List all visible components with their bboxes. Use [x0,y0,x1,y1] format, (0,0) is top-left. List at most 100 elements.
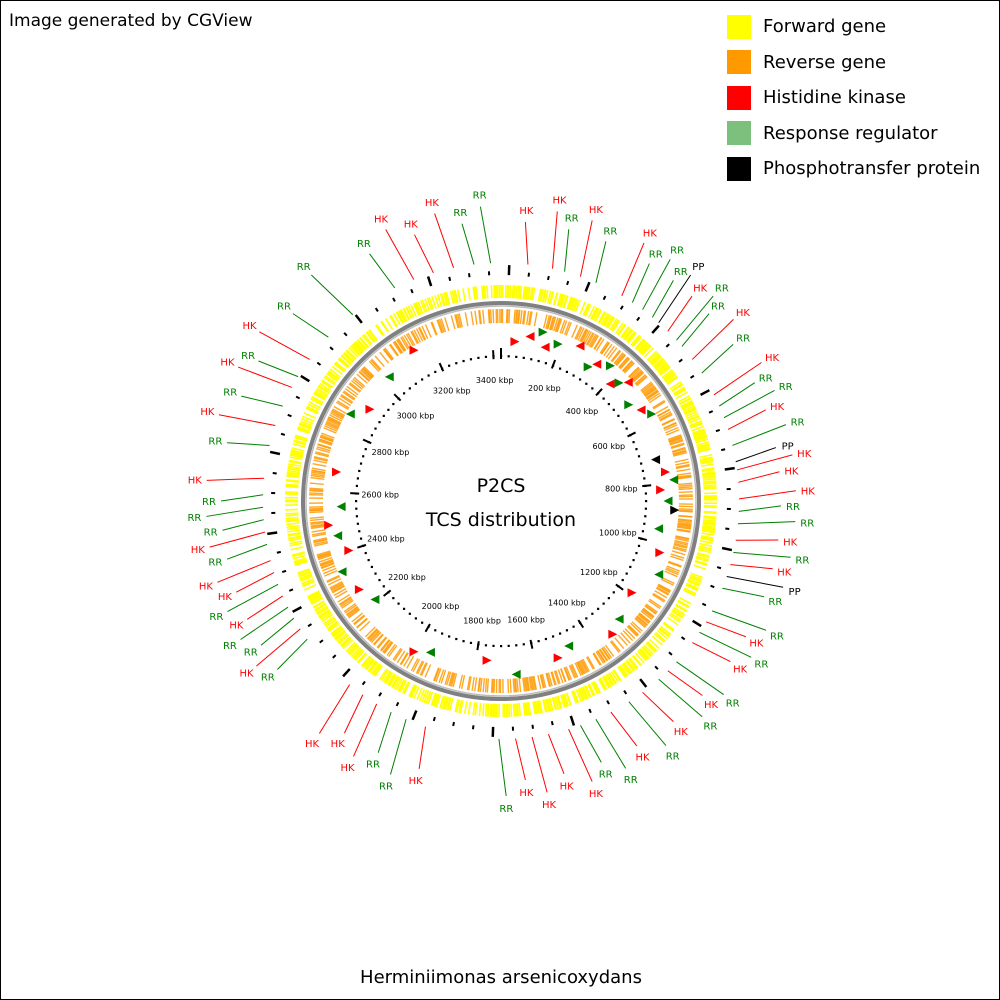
reverse-gene-mark [474,310,478,325]
forward-gene-mark [287,469,301,474]
forward-gene-mark [697,447,711,453]
forward-gene-mark [700,537,714,542]
forward-gene-mark [626,659,636,671]
reverse-gene-mark [570,664,577,678]
reverse-gene-mark [312,462,327,468]
reverse-gene-mark [561,320,568,335]
reverse-gene-mark [646,390,660,401]
forward-gene-mark [286,471,300,475]
reverse-gene-mark [658,583,672,592]
forward-gene-mark [697,548,711,554]
outer-scale-tick [426,276,433,287]
reverse-gene-mark [334,590,348,599]
outer-scale-tick [269,450,281,456]
reverse-gene-mark [324,425,338,432]
forward-gene-mark [557,695,563,709]
reverse-gene-mark [513,678,517,693]
forward-gene-mark [292,442,306,448]
tcs-marker [656,485,666,495]
forward-gene-mark [349,345,361,356]
reverse-gene-mark [310,521,325,526]
reverse-gene-mark [565,666,572,680]
forward-gene-mark [347,644,359,655]
reverse-gene-mark [373,634,384,646]
forward-gene-mark [353,341,364,353]
forward-gene-mark [547,698,553,712]
tcs-leader-line [292,313,329,338]
forward-gene-mark [699,542,713,548]
tcs-gene-label: HK [242,321,257,332]
reverse-gene-mark [446,671,452,686]
outer-scale-tick [566,280,570,286]
forward-gene-mark [388,674,398,687]
reverse-gene-mark [347,607,360,618]
reverse-gene-mark [394,340,404,354]
reverse-gene-mark [514,678,518,693]
forward-gene-mark [640,344,651,355]
tcs-gene-label: HK [784,466,799,477]
reverse-gene-mark [397,338,406,352]
reverse-gene-mark [659,413,673,422]
forward-gene-mark [285,484,299,488]
forward-gene-mark [331,365,343,375]
reverse-gene-mark [628,366,640,378]
kbp-label: 1000 kbp [599,528,637,537]
kbp-tick [642,484,652,488]
reverse-gene-mark [617,634,628,646]
tcs-gene-label: RR [795,556,809,567]
outer-scale-tick [300,374,311,383]
forward-gene-mark [689,420,702,427]
forward-gene-mark [636,650,647,662]
forward-gene-mark [637,341,648,353]
forward-gene-mark [536,700,541,714]
tcs-leader-line [610,711,638,747]
reverse-gene-mark [553,670,560,685]
forward-gene-mark [591,682,599,695]
forward-gene-mark [287,533,301,537]
forward-gene-mark [656,629,668,640]
forward-gene-mark [616,323,626,336]
reverse-gene-mark [486,678,490,693]
forward-gene-mark [682,404,696,412]
reverse-gene-mark [424,664,432,678]
reverse-gene-mark [581,329,589,343]
forward-gene-mark [483,285,487,299]
forward-gene-mark [605,674,614,687]
inner-scale-dot [492,644,495,648]
inner-scale-dot [364,551,367,555]
forward-gene-mark [570,691,578,704]
forward-gene-mark [584,685,592,698]
forward-gene-mark [530,287,534,301]
outer-scale-tick [432,716,436,722]
reverse-gene-mark [437,319,444,334]
inner-scale-dot [641,530,645,533]
reverse-gene-mark [522,677,526,692]
forward-gene-mark [702,523,716,527]
forward-gene-mark [480,285,484,299]
reverse-gene-mark [364,626,376,638]
forward-gene-mark [582,303,590,316]
outer-scale-tick [410,288,414,294]
tcs-leader-line [722,587,765,598]
forward-gene-mark [318,608,330,618]
reverse-gene-mark [677,519,692,523]
reverse-gene-mark [379,351,390,364]
outer-scale-tick [329,346,334,351]
reverse-gene-mark [528,676,532,691]
reverse-gene-mark [677,525,692,529]
reverse-gene-mark [313,540,328,546]
reverse-gene-mark [533,312,538,327]
forward-gene-mark [628,658,638,670]
inner-scale-dot [469,641,473,645]
forward-gene-mark [311,395,324,404]
forward-gene-mark [690,572,704,579]
reverse-gene-mark [668,436,683,443]
tcs-marker [409,345,419,355]
inner-scale-dot [591,387,594,390]
forward-gene-mark [297,428,310,435]
reverse-gene-mark [337,594,351,603]
reverse-gene-mark [343,390,356,400]
outer-scale-tick [668,651,673,656]
inner-scale-dot [408,387,411,390]
